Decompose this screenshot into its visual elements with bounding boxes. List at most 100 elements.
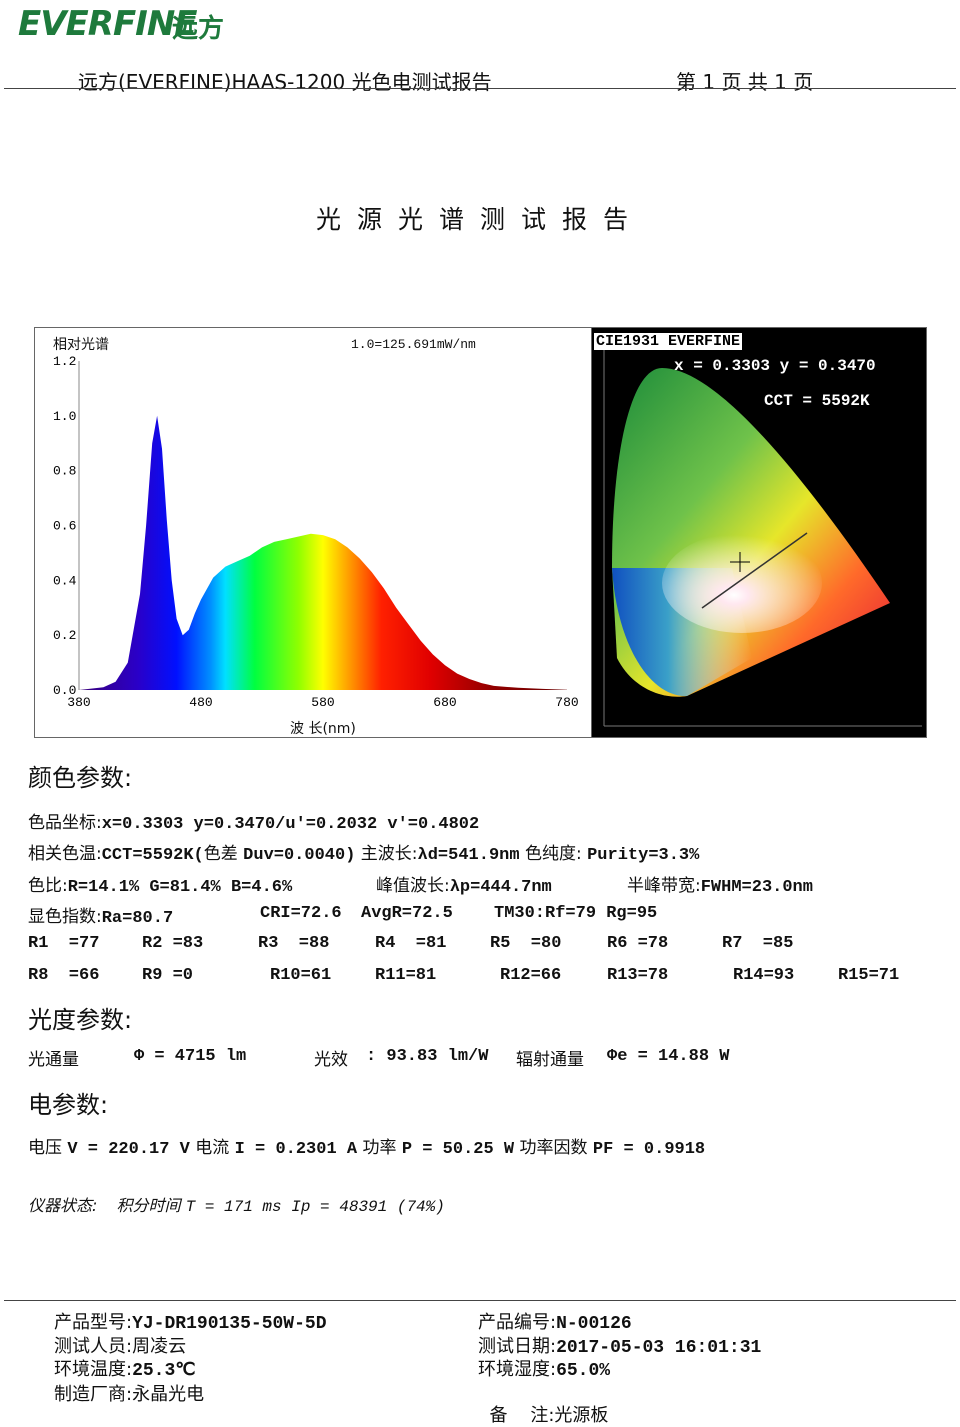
dominant-label: 主波长:: [360, 844, 418, 864]
tester-line: 测试人员:周凌云: [54, 1332, 186, 1358]
ri-value: R7 =85: [722, 934, 794, 953]
ratio-label: 色比:: [28, 876, 68, 896]
instrument-label: 仪器状态:: [28, 1196, 98, 1215]
ri-value: R12=66: [500, 966, 562, 985]
section-color: 颜色参数:: [28, 764, 133, 792]
maker-label: 制造厂商:: [54, 1384, 133, 1405]
maker-line: 制造厂商:永晶光电: [54, 1380, 204, 1406]
y-tick-label: 1.2: [53, 354, 76, 369]
fwhm-line: 半峰带宽:FWHM=23.0nm: [627, 871, 813, 897]
ri-value: R3 =88: [258, 934, 330, 953]
efficacy-value: : 93.83 lm/W: [366, 1047, 489, 1066]
power-label: 功率: [362, 1138, 397, 1158]
ra-value: Ra=80.7: [101, 909, 174, 928]
cie-title: CIE1931 EVERFINE: [594, 333, 743, 350]
temp-value: 25.3℃: [132, 1361, 196, 1381]
date-line: 测试日期:2017-05-03 16:01:31: [478, 1332, 761, 1358]
ratio-line: 色比:R=14.1% G=81.4% B=4.6%: [28, 871, 292, 897]
y-tick-label: 0.6: [53, 519, 76, 534]
current-label: 电流: [195, 1138, 230, 1158]
y-tick-label: 1.0: [53, 409, 76, 424]
ri-value: R8 =66: [28, 966, 100, 985]
spectrum-chart: 1.2 1.0 0.8 0.6 0.4 0.2 0.0 380 480 580 680 780 相对光…: [34, 327, 593, 738]
cct-label: 相关色温:: [28, 844, 102, 864]
tester-label: 测试人员:: [54, 1336, 133, 1357]
instrument-line: 仪器状态: 积分时间 T = 171 ms Ip = 48391 (74%): [28, 1192, 445, 1216]
everfine-logo: EVERFINE: [18, 4, 198, 44]
temp-line: 环境温度:25.3℃: [54, 1355, 196, 1381]
spectrum-area: [79, 415, 567, 690]
number-value: N-00126: [556, 1314, 632, 1334]
fwhm-value: FWHM=23.0nm: [700, 878, 813, 897]
power-value: P = 50.25 W: [401, 1140, 515, 1159]
flux-value: Φ = 4715 lm: [134, 1047, 247, 1066]
cie-diagram: CIE1931 EVERFINE x = 0.3303 y = 0.3470 C…: [591, 327, 927, 738]
x-tick-label: 580: [311, 695, 334, 710]
footer-divider: [4, 1300, 956, 1301]
x-axis-title: 波 长(nm): [290, 721, 356, 737]
section-photometric: 光度参数:: [28, 1006, 133, 1034]
peak-value: λp=444.7nm: [449, 878, 552, 897]
humidity-line: 环境湿度:65.0%: [478, 1355, 610, 1381]
duv-label: 色差: [203, 844, 238, 864]
integration-label: 积分时间: [116, 1196, 181, 1215]
cct-value: CCT=5592K(: [101, 846, 204, 865]
page-info: 第 1 页 共 1 页: [676, 70, 814, 94]
cct-line: 相关色温:CCT=5592K(色差 Duv=0.0040) 主波长:λd=541…: [28, 839, 699, 865]
fwhm-label: 半峰带宽:: [627, 876, 701, 896]
y-tick-label: 0.8: [53, 464, 76, 479]
purity-value: Purity=3.3%: [587, 846, 700, 865]
x-tick-label: 380: [67, 695, 90, 710]
cie-cct: CCT = 5592K: [764, 392, 870, 410]
model-line: 产品型号:YJ-DR190135-50W-5D: [54, 1308, 327, 1334]
cie-white-region: [662, 533, 822, 633]
maker-value: 永晶光电: [132, 1384, 205, 1405]
peak-label: 峰值波长:: [376, 876, 450, 896]
report-header-title: 远方(EVERFINE)HAAS-1200 光色电测试报告: [78, 70, 492, 94]
voltage-label: 电压: [28, 1138, 62, 1158]
pf-value: PF = 0.9918: [592, 1140, 706, 1159]
cri-value: CRI=72.6: [260, 904, 342, 923]
model-value: YJ-DR190135-50W-5D: [132, 1314, 327, 1334]
cie-svg: [603, 348, 922, 727]
ri-value: R11=81: [375, 966, 437, 985]
ri-value: R2 =83: [142, 934, 204, 953]
date-value: 2017-05-03 16:01:31: [556, 1338, 762, 1358]
radiant-value: Φe = 14.88 W: [607, 1047, 730, 1066]
cri-label: 显色指数:: [28, 907, 102, 927]
x-tick-label: 680: [433, 695, 456, 710]
header-divider: [4, 88, 956, 89]
y-axis-title: 相对光谱: [53, 337, 109, 353]
y-tick-label: 0.2: [53, 628, 76, 643]
planck-locus: [701, 532, 808, 609]
date-label: 测试日期:: [478, 1336, 557, 1357]
chromaticity-value: x=0.3303 y=0.3470/u'=0.2032 v'=0.4802: [101, 815, 480, 834]
humidity-label: 环境湿度:: [478, 1359, 557, 1380]
pf-label: 功率因数: [519, 1138, 588, 1158]
tester-value: 周凌云: [132, 1336, 187, 1357]
purity-label: 色纯度:: [524, 844, 582, 864]
number-label: 产品编号:: [478, 1312, 557, 1333]
y-tick-label: 0.0: [53, 683, 76, 698]
everfine-logo-cn: 远方: [172, 14, 225, 44]
x-tick-label: 480: [189, 695, 212, 710]
electrical-line: 电压 V = 220.17 V 电流 I = 0.2301 A 功率 P = 5…: [28, 1133, 705, 1159]
chart-scale-label: 1.0=125.691mW/nm: [351, 337, 476, 352]
ri-value: R15=71: [838, 966, 900, 985]
chromaticity-label: 色品坐标:: [28, 813, 102, 833]
dominant-value: λd=541.9nm: [417, 846, 520, 865]
efficacy-label: 光效: [314, 1050, 348, 1070]
temp-label: 环境温度:: [54, 1359, 133, 1380]
chromaticity-line: 色品坐标:x=0.3303 y=0.3470/u'=0.2032 v'=0.48…: [28, 808, 479, 834]
voltage-value: V = 220.17 V: [67, 1140, 190, 1159]
note-value: 光源板: [554, 1405, 609, 1426]
note-label: 备 注:: [489, 1405, 555, 1426]
ri-value: R1 =77: [28, 934, 100, 953]
ri-value: R5 =80: [490, 934, 562, 953]
ri-value: R14=93: [733, 966, 795, 985]
number-line: 产品编号:N-00126: [478, 1308, 632, 1334]
section-electrical: 电参数:: [28, 1091, 109, 1119]
peak-line: 峰值波长:λp=444.7nm: [376, 871, 552, 897]
ri-value: R9 =0: [142, 966, 194, 985]
